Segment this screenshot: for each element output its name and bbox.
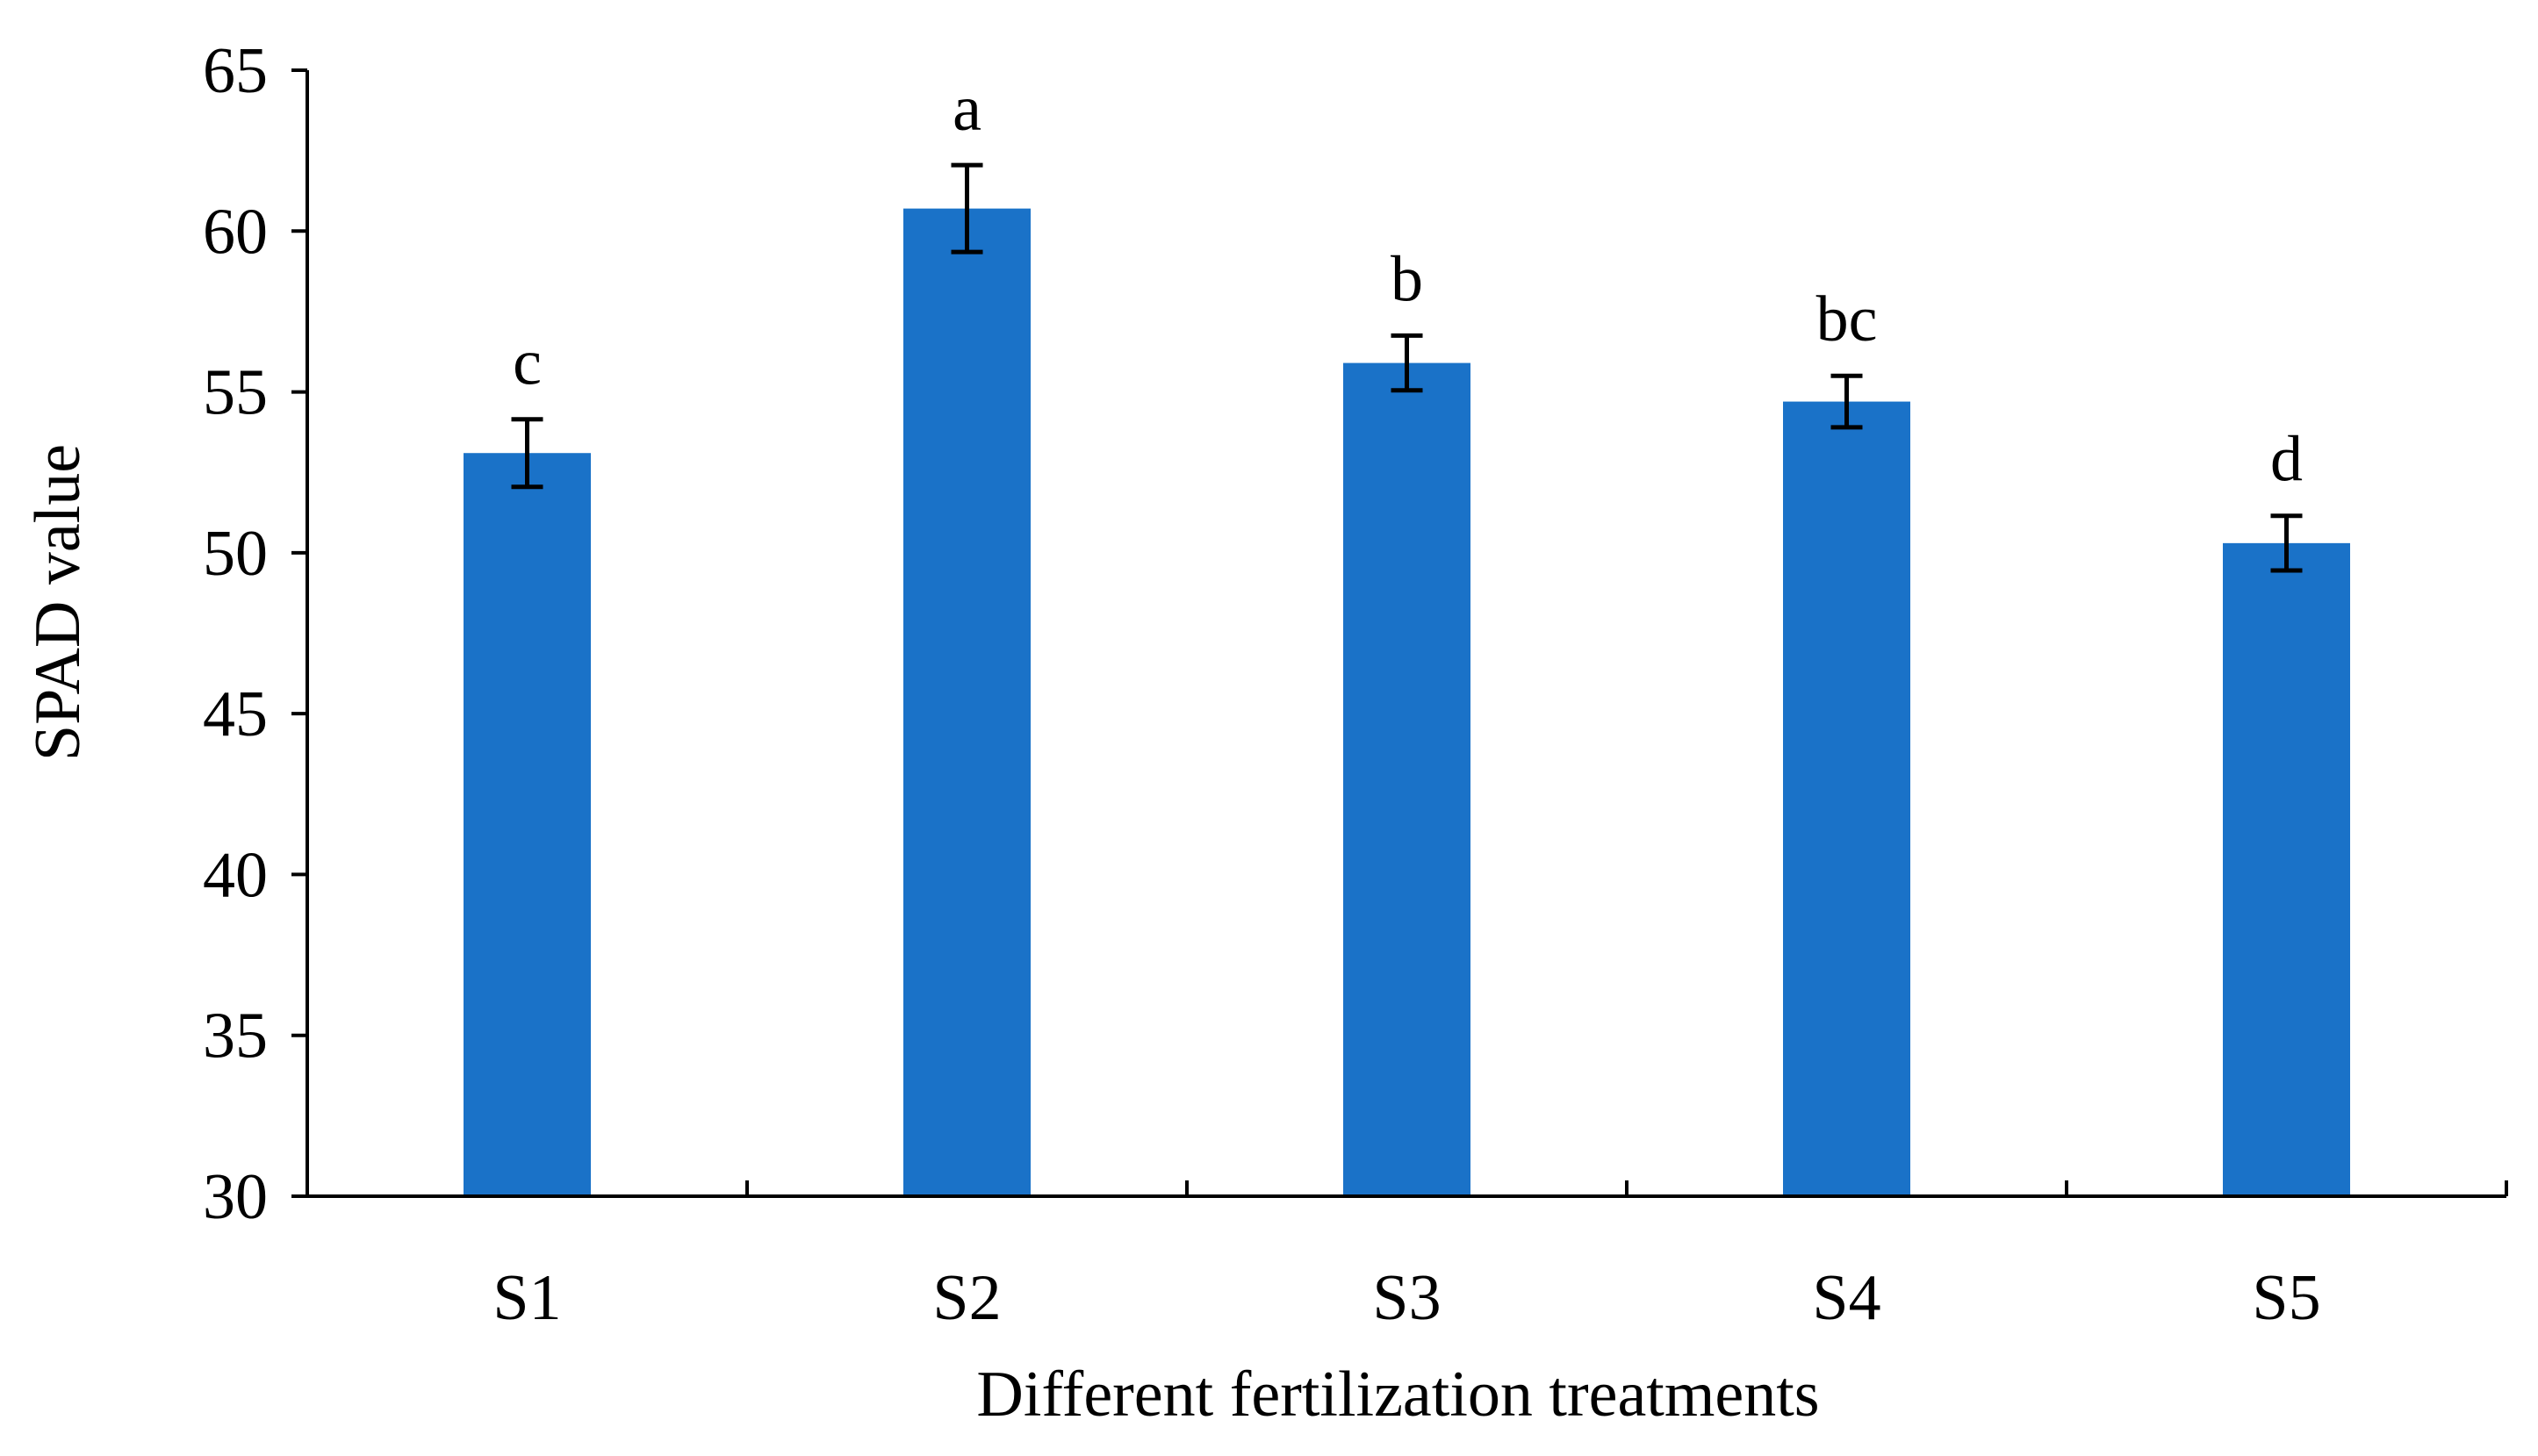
bar-s3 xyxy=(1343,362,1470,1197)
significance-letter-s4: bc xyxy=(1816,283,1878,355)
y-tick-label: 65 xyxy=(203,35,268,107)
tick-labels-group: 30 35 40 45 50 55 60 65 S1 S2 S3 S4 S5 xyxy=(203,35,2321,1334)
x-tick-label-s4: S4 xyxy=(1812,1262,1880,1334)
x-tick-label-s2: S2 xyxy=(932,1262,1001,1334)
x-tick-label-s3: S3 xyxy=(1372,1262,1441,1334)
significance-letter-s1: c xyxy=(513,327,542,399)
y-tick-label: 55 xyxy=(203,357,268,429)
x-tick-label-s5: S5 xyxy=(2252,1262,2320,1334)
x-tick-label-s1: S1 xyxy=(493,1262,561,1334)
y-tick-label: 60 xyxy=(203,196,268,268)
y-tick-label: 35 xyxy=(203,1001,268,1072)
y-axis-title: SPAD value xyxy=(22,444,94,761)
error-bars-group xyxy=(511,162,2303,573)
y-tick-label: 40 xyxy=(203,839,268,911)
bar-s1 xyxy=(464,453,591,1196)
bars-group xyxy=(464,208,2350,1197)
bar-s2 xyxy=(903,208,1031,1196)
y-tick-label: 45 xyxy=(203,678,268,750)
significance-letter-s5: d xyxy=(2270,424,2303,496)
significance-letter-s3: b xyxy=(1391,243,1423,315)
x-axis-ticks xyxy=(745,1180,2508,1196)
significance-letter-s2: a xyxy=(953,73,981,145)
y-tick-label: 50 xyxy=(203,518,268,590)
bar-s5 xyxy=(2223,542,2350,1196)
y-tick-label: 30 xyxy=(203,1161,268,1233)
significance-letters-group: c a b bc d xyxy=(513,73,2303,496)
y-axis-ticks xyxy=(291,68,307,1198)
bar-s4 xyxy=(1783,401,1910,1196)
x-axis-title: Different fertilization treatments xyxy=(976,1359,1819,1431)
